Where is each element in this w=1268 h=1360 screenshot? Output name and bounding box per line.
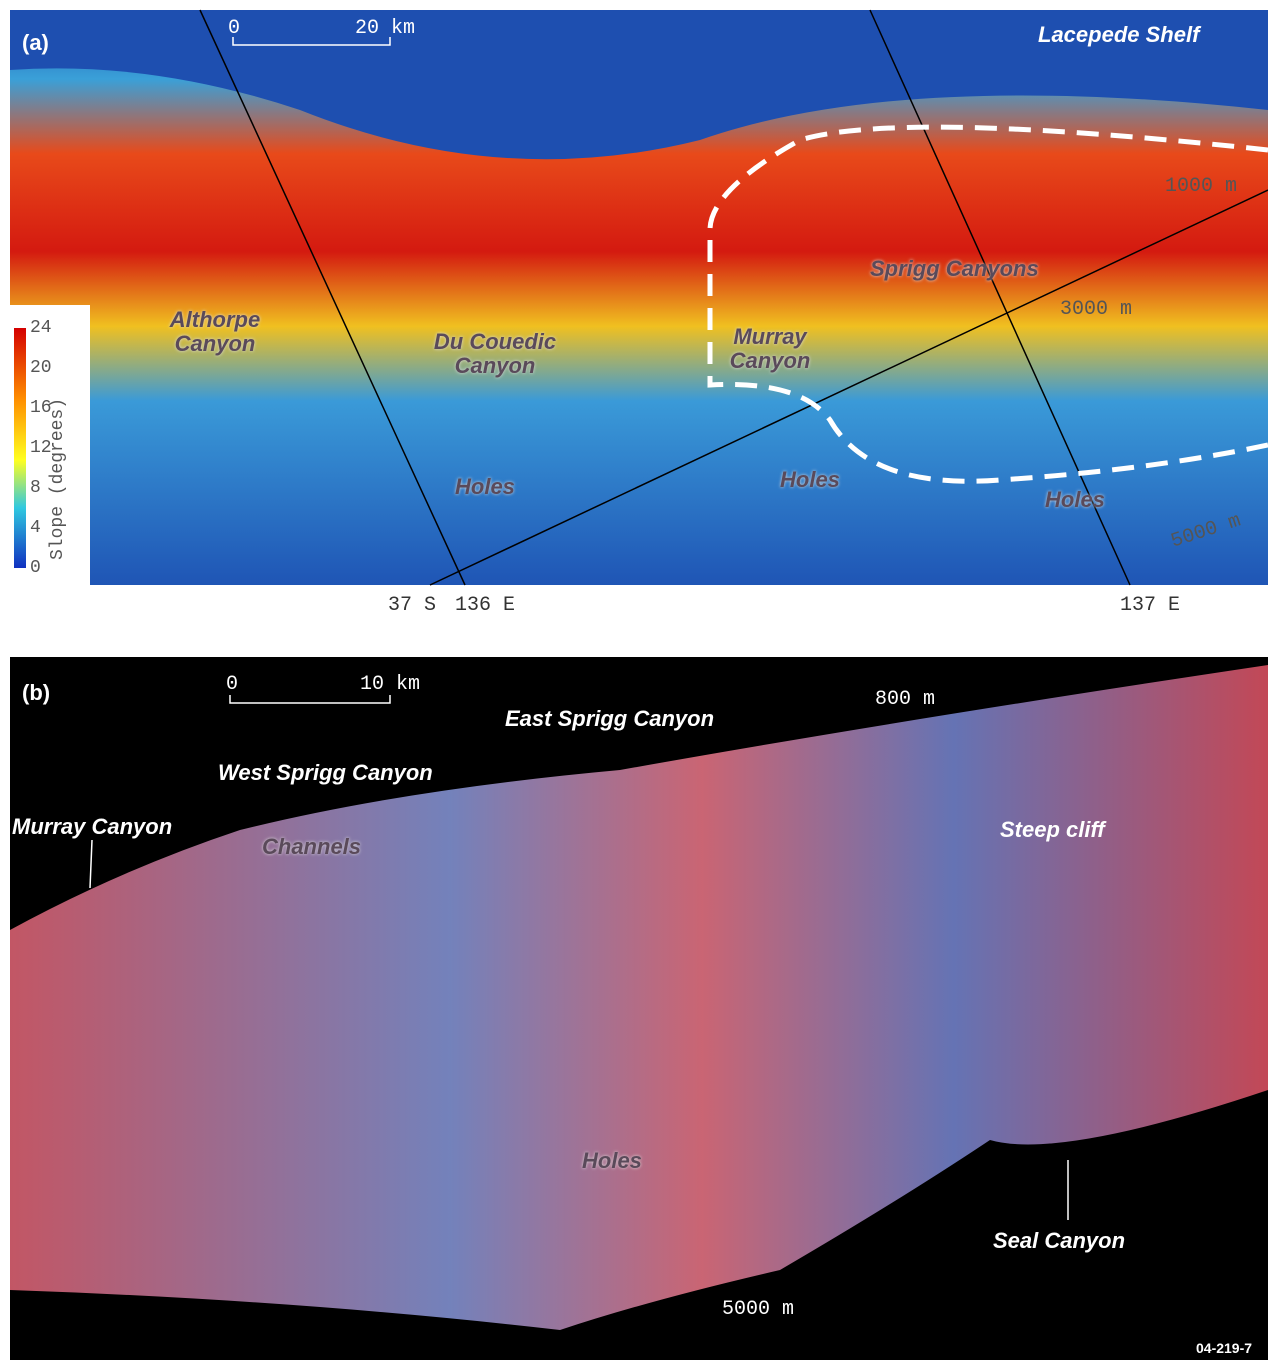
colorbar-tick: 24 xyxy=(30,318,52,338)
place-label: Steep cliff xyxy=(1000,817,1105,843)
contour-label: 1000 m xyxy=(1165,175,1237,198)
colorbar xyxy=(14,328,26,568)
place-label: Sprigg Canyons xyxy=(870,256,1039,282)
scale-end: 20 km xyxy=(355,17,415,40)
panel-label: (b) xyxy=(22,680,50,706)
place-label: Holes xyxy=(780,467,840,493)
place-label: Murray Canyon xyxy=(715,325,825,373)
contour-label: 3000 m xyxy=(1060,298,1132,321)
colorbar-tick: 4 xyxy=(30,518,41,538)
panel-label: (a) xyxy=(22,30,49,56)
colorbar-tick: 16 xyxy=(30,398,52,418)
colorbar-tick: 0 xyxy=(30,558,41,578)
scale-start: 0 xyxy=(226,673,238,696)
scale-start: 0 xyxy=(228,17,240,40)
place-label: Holes xyxy=(582,1148,642,1174)
coordinate-label: 137 E xyxy=(1120,594,1180,617)
depth-label: 800 m xyxy=(875,688,935,711)
place-label: Channels xyxy=(262,834,361,860)
region-label: Lacepede Shelf xyxy=(1038,22,1199,48)
place-label: Holes xyxy=(1045,487,1105,513)
figure: (a) 0 20 km Lacepede Shelf Slope (degree… xyxy=(0,0,1268,1360)
place-label: Holes xyxy=(455,474,515,500)
colorbar-tick: 8 xyxy=(30,478,41,498)
figure-id: 04-219-7 xyxy=(1196,1340,1252,1356)
colorbar-tick: 20 xyxy=(30,358,52,378)
place-label: Seal Canyon xyxy=(993,1228,1125,1254)
coordinate-label: 37 S xyxy=(388,594,436,617)
colorbar-title: Slope (degrees) xyxy=(48,398,68,560)
depth-label: 5000 m xyxy=(722,1298,794,1321)
colorbar-tick: 12 xyxy=(30,438,52,458)
place-label: Althorpe Canyon xyxy=(150,308,280,356)
place-label: East Sprigg Canyon xyxy=(505,706,714,732)
place-label: West Sprigg Canyon xyxy=(218,760,433,786)
place-label: Murray Canyon xyxy=(12,814,172,840)
scale-end: 10 km xyxy=(360,673,420,696)
coordinate-label: 136 E xyxy=(455,594,515,617)
place-label: Du Couedic Canyon xyxy=(410,330,580,378)
